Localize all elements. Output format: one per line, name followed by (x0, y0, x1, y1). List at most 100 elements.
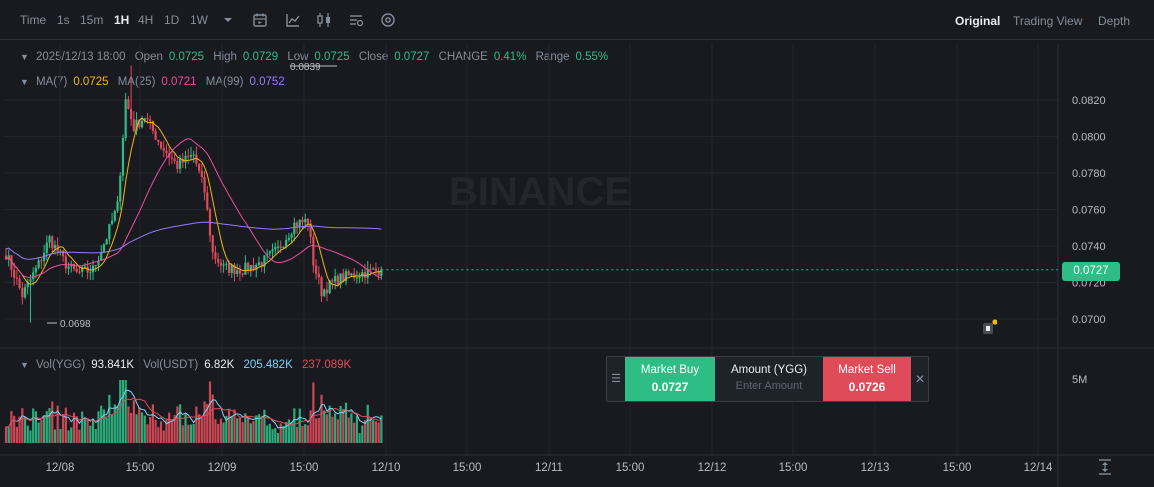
candle-body (132, 119, 135, 132)
volume-bar (56, 405, 59, 443)
gear-icon[interactable] (379, 11, 397, 29)
candle-body (309, 223, 312, 237)
candle-body (67, 266, 70, 269)
volume-bar (32, 408, 35, 443)
settings-lines-icon[interactable] (347, 11, 365, 29)
candle-body (312, 236, 315, 266)
volume-bar (323, 410, 326, 443)
price-axis: 0.08200.08000.07800.07600.07400.07200.07… (1072, 95, 1106, 326)
candle-body (323, 289, 326, 297)
candle-body (211, 235, 214, 253)
collapse-caret-icon[interactable]: ▼ (20, 52, 29, 62)
volume-bar (113, 404, 116, 443)
candle-body (298, 219, 301, 227)
volume-info: ▼ Vol(YGG) 93.841K Vol(USDT) 6.82K 205.482K… (20, 359, 357, 371)
candle-body (81, 267, 84, 272)
volume-bar (59, 429, 62, 443)
volume-bar (105, 417, 108, 443)
volume-bar (151, 404, 154, 443)
volume-bar (181, 425, 184, 443)
candle-body (89, 272, 92, 274)
candle-body (124, 99, 127, 138)
volume-bar (143, 415, 146, 443)
candle-body (285, 239, 288, 247)
low-value: 0.0725 (314, 51, 350, 63)
volume-bar (263, 409, 266, 443)
volume-ma1-line (5, 389, 382, 429)
ma-caret-icon[interactable]: ▼ (20, 77, 29, 87)
volume-ma-lines (5, 389, 382, 429)
candle-body (127, 99, 130, 110)
candle-body (168, 153, 171, 158)
candle-body (268, 251, 271, 254)
interval-4h[interactable]: 4H (138, 13, 154, 27)
candle-body (222, 264, 225, 266)
market-buy-button[interactable]: Market Buy 0.0727 (625, 357, 715, 401)
volume-bar (176, 406, 179, 443)
volume-bar (86, 419, 89, 443)
time-label[interactable]: Time (20, 13, 47, 27)
chart-type-icon[interactable] (315, 11, 333, 29)
drag-handle-icon[interactable]: ☰ (611, 373, 621, 385)
price-chart[interactable]: BINANCE 0.0820 0.0800 0.0780 0.0760 0.0740 0.… (0, 40, 1154, 487)
candle-body (59, 250, 62, 252)
amount-input[interactable] (719, 380, 819, 392)
volume-ma2-line (5, 397, 382, 428)
volume-bar (149, 417, 152, 443)
volume-bar (246, 418, 250, 443)
candle-body (350, 273, 353, 276)
volume-bar (173, 415, 176, 443)
volume-bar (110, 414, 114, 443)
indicator-icon[interactable] (284, 11, 302, 29)
volume-bar (214, 419, 217, 443)
high-value: 0.0729 (242, 51, 279, 63)
volume-bar (380, 415, 383, 443)
volume-bar (328, 405, 331, 443)
candle-body (72, 263, 76, 269)
candle-body (165, 150, 168, 154)
volume-bar (295, 426, 299, 443)
interval-1h[interactable]: 1H (114, 13, 130, 27)
notification-icon[interactable] (981, 319, 997, 335)
price-axis-label: 0.0800 (1072, 132, 1106, 144)
interval-1s[interactable]: 1s (57, 13, 70, 27)
volume-bar (276, 433, 280, 443)
candle-body (37, 260, 40, 268)
volume-bar (23, 416, 27, 443)
volume-bar (159, 421, 163, 443)
volume-bar (320, 394, 323, 443)
interval-dropdown-icon[interactable] (219, 11, 237, 29)
candle-body (75, 268, 78, 272)
volume-bar (377, 422, 380, 443)
ma99-line (5, 221, 382, 260)
volume-bar (317, 417, 320, 443)
market-sell-button[interactable]: Market Sell 0.0726 (823, 357, 911, 401)
volume-bar (116, 405, 119, 443)
calendar-icon[interactable] (251, 11, 269, 29)
volume-bar (301, 426, 304, 443)
candle-body (219, 262, 222, 266)
candle-body (110, 220, 114, 224)
volume-bar (67, 430, 70, 443)
close-label: Close (358, 51, 389, 63)
volume-bar (146, 424, 149, 443)
volume-bar (314, 418, 318, 443)
candle-body (331, 280, 334, 282)
time-axis-label: 15:00 (453, 462, 482, 474)
tab-depth[interactable]: Depth (1098, 14, 1131, 28)
autoscale-icon[interactable] (1096, 458, 1114, 476)
interval-1w[interactable]: 1W (190, 13, 208, 27)
vol-ygg-value: 93.841K (91, 359, 135, 371)
volume-bar (91, 418, 95, 443)
ma99-label: MA(99) (205, 76, 244, 88)
candle-body (336, 275, 339, 285)
vol-caret-icon[interactable]: ▼ (20, 360, 29, 370)
volume-bar (309, 410, 312, 443)
interval-1d[interactable]: 1D (164, 13, 180, 27)
candle-body (260, 262, 263, 267)
close-icon[interactable]: ✕ (914, 372, 926, 386)
interval-15m[interactable]: 15m (80, 13, 104, 27)
tab-original[interactable]: Original (955, 14, 1001, 28)
tab-trading-view[interactable]: Trading View (1013, 14, 1083, 28)
candle-body (236, 270, 239, 274)
